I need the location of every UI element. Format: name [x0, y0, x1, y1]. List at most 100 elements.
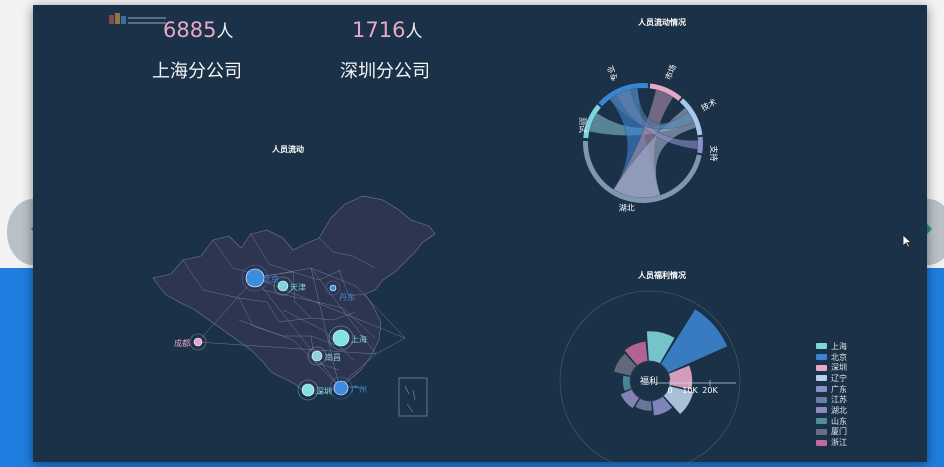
legend-swatch: [816, 386, 827, 393]
legend-label: 辽宁: [831, 373, 847, 383]
polar-bar[interactable]: [619, 388, 640, 409]
city-point[interactable]: [329, 284, 337, 292]
south-sea-islands: [404, 385, 416, 413]
legend-item[interactable]: 北京: [816, 352, 847, 363]
chord-arc[interactable]: [679, 98, 703, 136]
legend-label: 北京: [831, 352, 847, 362]
radial-tick-label: 10K: [682, 386, 698, 395]
map-city-points: 北京天津丹东上海 南昌 成都广州 深圳: [143, 190, 443, 420]
city-halo: [273, 276, 293, 296]
legend-label: 上海: [831, 341, 847, 351]
legend-swatch: [816, 396, 827, 403]
chord-arc[interactable]: [649, 83, 682, 101]
polar-center-label: 福利: [640, 375, 658, 387]
polar-bar[interactable]: [646, 330, 676, 365]
city-halo: [241, 264, 269, 292]
welfare-title: 人员福利情况: [638, 271, 686, 280]
chord-group: 测试 专业 市场与产品技术支持湖北: [578, 65, 719, 212]
legend-item[interactable]: 浙江: [816, 437, 847, 448]
legend-label: 山东: [831, 416, 847, 426]
legend-label: 湖北: [831, 405, 847, 415]
city-label: 深圳: [316, 386, 332, 396]
polar-bar[interactable]: [660, 308, 729, 374]
city-halo: [328, 325, 354, 351]
polar-bar[interactable]: [668, 364, 693, 391]
chord-label: 技术: [699, 97, 718, 113]
chord-arc[interactable]: [583, 104, 601, 139]
polar-bar[interactable]: [622, 374, 632, 392]
legend-item[interactable]: 广东: [816, 384, 847, 395]
legend-swatch: [816, 364, 827, 371]
city-label: 成都: [174, 338, 190, 348]
chord-title: 人员流动情况: [638, 18, 686, 27]
legend-swatch: [816, 418, 827, 425]
polar-bar[interactable]: [623, 340, 649, 367]
polar-outer-ring: [559, 290, 741, 465]
legend-swatch: [816, 375, 827, 382]
legend-item[interactable]: 江苏: [816, 394, 847, 405]
stat-value-shenzhen: 1716人: [352, 18, 423, 42]
radial-tick-label: 20K: [702, 386, 718, 395]
chord-label: 测试: [578, 117, 588, 133]
welfare-group: 0 10K 20K 福利: [559, 290, 741, 465]
radial-tick-label: 0: [667, 386, 672, 395]
legend-swatch: [816, 407, 827, 414]
dashboard-stage: 6885人 上海分公司 1716人 深圳分公司 人员流动: [33, 5, 927, 465]
legend-swatch: [816, 343, 827, 350]
map-title: 人员流动: [272, 145, 304, 154]
chord-ribbon[interactable]: [613, 107, 697, 199]
stat-name-shenzhen: 深圳分公司: [340, 61, 430, 82]
city-halo: [307, 346, 327, 366]
welfare-polar-chart: 0 10K 20K 福利: [559, 290, 741, 465]
legend-label: 厦门: [831, 427, 847, 437]
city-label: 广州: [351, 384, 367, 394]
mouse-cursor-icon: [902, 234, 912, 248]
city-halo: [297, 379, 319, 401]
city-halo: [325, 280, 341, 296]
legend-label: 江苏: [831, 395, 847, 405]
city-point[interactable]: [193, 337, 203, 347]
chord-label: 市场与产品: [663, 65, 688, 81]
south-sea-inset: [398, 377, 428, 417]
legend-label: 广东: [831, 384, 847, 394]
city-halo: [329, 376, 353, 400]
city-label: 上海: [351, 334, 367, 344]
chord-label: 支持: [709, 145, 719, 161]
city-label: 天津: [290, 282, 306, 292]
welfare-legend: 上海 北京 深圳 辽宁 广东 江苏 湖北 山东 厦门 浙江: [816, 341, 847, 448]
city-point[interactable]: [332, 329, 350, 347]
legend-item[interactable]: 山东: [816, 416, 847, 427]
polar-bar[interactable]: [613, 352, 638, 377]
legend-item[interactable]: 上海: [816, 341, 847, 352]
city-point[interactable]: [245, 268, 265, 288]
legend-label: 深圳: [831, 363, 847, 373]
polar-bar[interactable]: [634, 397, 653, 412]
stat-name-shanghai: 上海分公司: [152, 61, 242, 82]
chord-label: 湖北: [619, 203, 635, 212]
legend-item[interactable]: 深圳: [816, 362, 847, 373]
legend-swatch: [816, 428, 827, 435]
legend-swatch: [816, 439, 827, 446]
city-label: 南昌: [325, 352, 341, 362]
chord-arc[interactable]: [697, 136, 703, 154]
polar-bar[interactable]: [662, 385, 695, 415]
legend-label: 浙江: [831, 438, 847, 448]
city-point[interactable]: [277, 280, 289, 292]
legend-item[interactable]: 厦门: [816, 427, 847, 438]
city-point[interactable]: [333, 380, 349, 396]
chord-chart: 测试 专业 市场与产品技术支持湖北: [578, 65, 719, 212]
legend-item[interactable]: 湖北: [816, 405, 847, 416]
city-label: 北京: [263, 274, 279, 284]
city-point[interactable]: [311, 350, 323, 362]
stat-value-shanghai: 6885人: [163, 18, 234, 42]
chord-arc[interactable]: [598, 83, 649, 107]
chord-label: 专业: [605, 65, 620, 83]
city-point[interactable]: [301, 383, 315, 397]
polar-bar[interactable]: [651, 395, 673, 417]
brand-logo: [109, 13, 166, 24]
china-map: [152, 195, 436, 417]
legend-swatch: [816, 354, 827, 361]
city-label: 丹东: [339, 292, 355, 302]
legend-item[interactable]: 辽宁: [816, 373, 847, 384]
